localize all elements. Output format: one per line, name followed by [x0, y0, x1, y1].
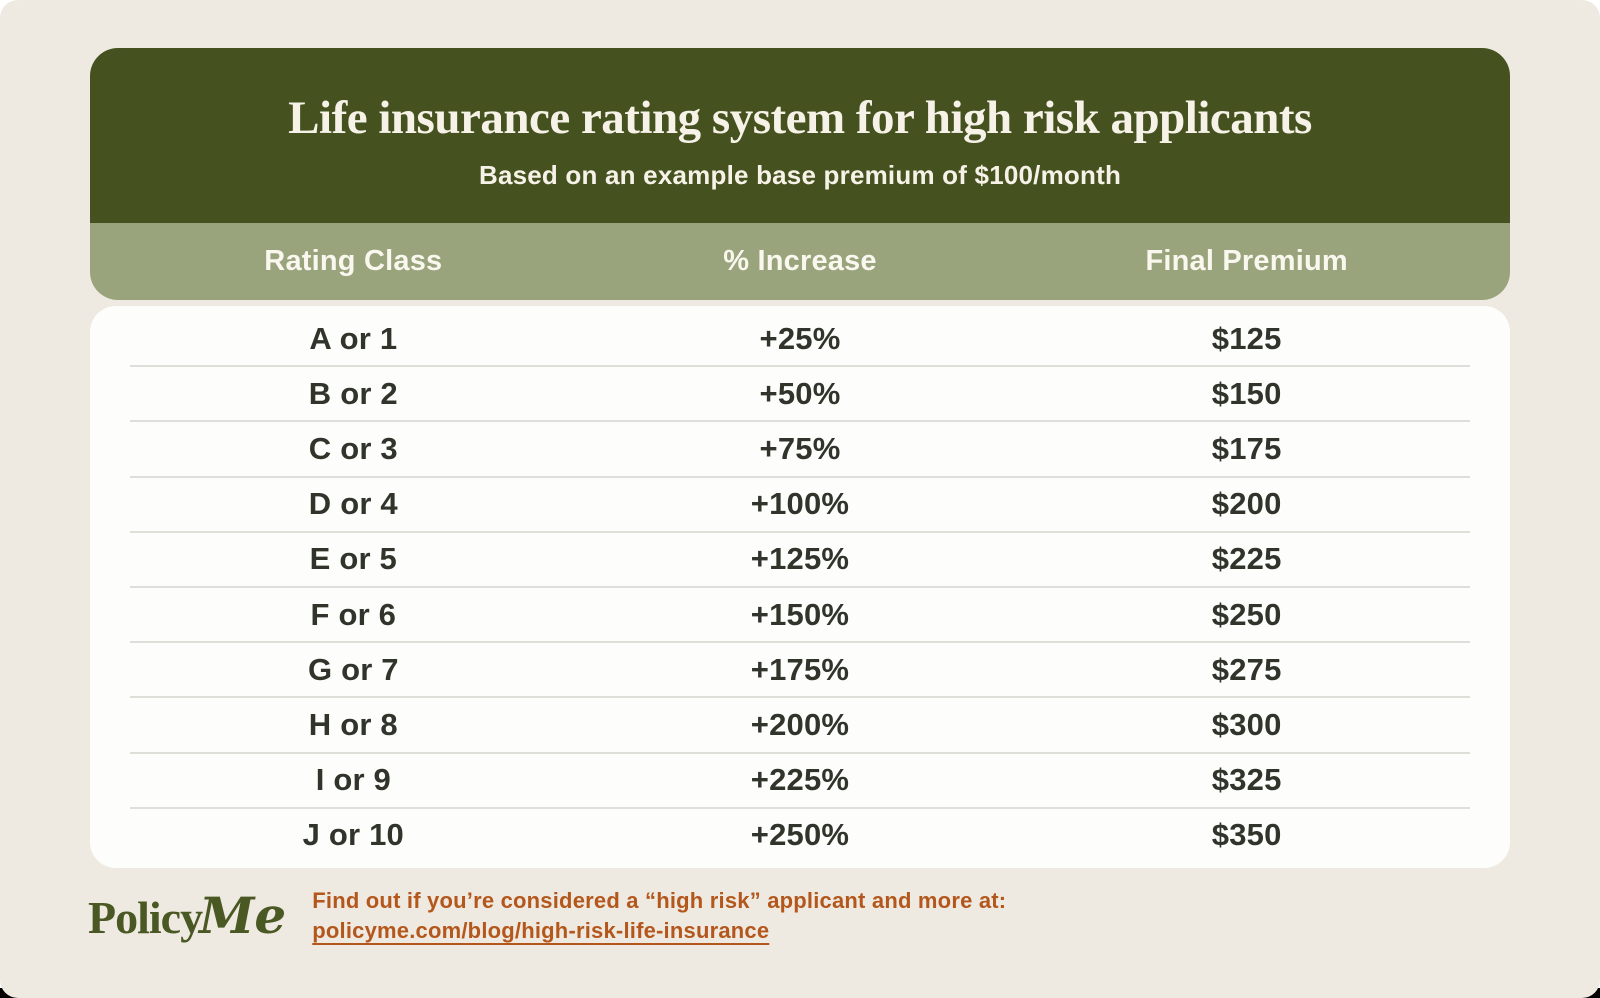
column-header-final-premium: Final Premium: [1145, 245, 1348, 277]
increase-cell: +125%: [750, 541, 850, 577]
header-card: Life insurance rating system for high ri…: [90, 48, 1510, 300]
rating-table: A or 1 +25% $125 B or 2 +50% $150 C or 3…: [90, 306, 1510, 868]
policyme-logo-policy: Policy: [88, 891, 203, 943]
table-row: I or 9 +225% $325: [130, 751, 1470, 807]
table-row: F or 6 +150% $250: [130, 586, 1470, 641]
table-row: C or 3 +75% $175: [130, 420, 1470, 475]
policyme-logo: PolicyMe: [88, 890, 286, 943]
rating-class-cell: J or 10: [302, 817, 404, 853]
increase-cell: +200%: [750, 707, 850, 743]
final-premium-cell: $250: [1211, 596, 1282, 632]
column-header-increase: % Increase: [723, 245, 877, 277]
table-row: A or 1 +25% $125: [130, 312, 1470, 365]
table-row: H or 8 +200% $300: [130, 696, 1470, 751]
policyme-logo-me: Me: [199, 885, 287, 945]
cta-text: Find out if you’re considered a “high ri…: [312, 888, 1007, 913]
final-premium-cell: $200: [1211, 486, 1282, 522]
header-title-band: Life insurance rating system for high ri…: [90, 48, 1510, 223]
table-row: B or 2 +50% $150: [130, 365, 1470, 420]
cta-block: Find out if you’re considered a “high ri…: [312, 886, 1006, 945]
final-premium-cell: $275: [1211, 651, 1282, 687]
rating-class-cell: H or 8: [308, 707, 398, 743]
increase-cell: +50%: [759, 375, 841, 411]
final-premium-cell: $150: [1211, 375, 1282, 411]
cta-link[interactable]: policyme.com/blog/high-risk-life-insuran…: [312, 917, 770, 943]
final-premium-cell: $325: [1211, 762, 1282, 798]
increase-cell: +25%: [759, 320, 841, 356]
increase-cell: +75%: [759, 431, 841, 466]
final-premium-cell: $125: [1211, 320, 1282, 356]
table-row: E or 5 +125% $225: [130, 530, 1470, 586]
rating-class-cell: F or 6: [310, 596, 397, 632]
increase-cell: +250%: [750, 817, 850, 853]
rating-class-cell: I or 9: [315, 762, 391, 798]
final-premium-cell: $175: [1211, 431, 1282, 466]
final-premium-cell: $350: [1211, 817, 1282, 853]
final-premium-cell: $300: [1211, 707, 1282, 743]
increase-cell: +225%: [750, 762, 850, 798]
rating-class-cell: C or 3: [308, 431, 398, 466]
column-header-row: Rating Class % Increase Final Premium: [90, 223, 1510, 300]
final-premium-cell: $225: [1211, 541, 1282, 577]
table-row: J or 10 +250% $350: [130, 806, 1470, 862]
table-row: D or 4 +100% $200: [130, 475, 1470, 531]
rating-class-cell: E or 5: [309, 541, 397, 577]
footer: PolicyMe Find out if you’re considered a…: [88, 886, 1006, 945]
page-subtitle: Based on an example base premium of $100…: [478, 159, 1122, 190]
table-row: G or 7 +175% $275: [130, 641, 1470, 696]
increase-cell: +100%: [750, 486, 850, 522]
increase-cell: +175%: [750, 651, 850, 687]
rating-class-cell: D or 4: [308, 486, 398, 522]
rating-class-cell: G or 7: [307, 651, 399, 687]
increase-cell: +150%: [750, 596, 850, 632]
column-header-rating-class: Rating Class: [264, 245, 443, 277]
rating-class-cell: B or 2: [308, 375, 398, 411]
rating-class-cell: A or 1: [309, 320, 398, 356]
page-title: Life insurance rating system for high ri…: [288, 91, 1312, 144]
